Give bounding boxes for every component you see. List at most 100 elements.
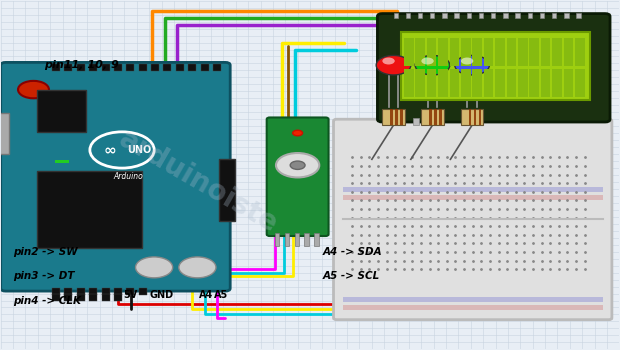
Bar [343, 305, 603, 310]
Bar [518, 69, 528, 97]
Bar [114, 288, 122, 295]
Bar [529, 69, 539, 97]
Bar [415, 38, 425, 66]
Bar [37, 172, 142, 248]
Bar [415, 69, 425, 97]
Bar [427, 38, 436, 66]
Text: pin4 -> CLK: pin4 -> CLK [13, 295, 81, 306]
Bar [564, 38, 574, 66]
Bar [427, 69, 436, 97]
Bar [77, 64, 85, 71]
Text: A4 -> SDA: A4 -> SDA [322, 247, 382, 257]
Bar [64, 64, 73, 71]
Text: pin11, 10, 9: pin11, 10, 9 [44, 60, 119, 70]
Circle shape [136, 257, 172, 278]
Bar [529, 38, 539, 66]
Bar [435, 110, 437, 125]
Bar [102, 64, 110, 71]
Bar [495, 69, 505, 97]
FancyBboxPatch shape [1, 62, 230, 291]
Bar [404, 69, 414, 97]
Bar [450, 69, 459, 97]
Bar [391, 110, 393, 125]
Bar [275, 233, 279, 246]
Bar [55, 160, 69, 163]
Bar [398, 118, 404, 125]
Text: arduinoiste: arduinoiste [114, 125, 283, 239]
Bar [102, 294, 110, 301]
Bar [188, 64, 196, 71]
Bar [139, 288, 147, 295]
Circle shape [454, 55, 489, 75]
Bar [405, 13, 410, 19]
Circle shape [422, 57, 434, 64]
Bar [577, 13, 581, 19]
Circle shape [276, 153, 319, 177]
Bar [495, 38, 505, 66]
Bar [438, 38, 448, 66]
Bar [314, 233, 319, 246]
Bar [461, 38, 471, 66]
Text: UNO: UNO [127, 145, 151, 155]
Circle shape [383, 57, 395, 64]
Bar [285, 233, 289, 246]
Bar [396, 110, 398, 125]
Bar [515, 13, 520, 19]
Bar [114, 64, 122, 71]
Bar [454, 13, 459, 19]
Bar [37, 90, 86, 132]
Bar [52, 288, 60, 295]
Bar [552, 38, 562, 66]
Bar [461, 69, 471, 97]
Bar [541, 38, 551, 66]
Bar [52, 64, 60, 71]
Bar [304, 233, 309, 246]
Bar [472, 38, 482, 66]
Bar [564, 69, 574, 97]
Bar [394, 13, 398, 19]
Bar [518, 38, 528, 66]
Bar [0, 113, 9, 154]
Bar [343, 187, 603, 192]
Bar [438, 69, 448, 97]
Bar [55, 173, 69, 177]
Bar [469, 110, 471, 125]
Circle shape [461, 57, 473, 64]
Bar [564, 13, 569, 19]
Circle shape [18, 81, 49, 98]
Bar [114, 294, 122, 301]
Bar [404, 38, 414, 66]
Bar [126, 64, 135, 71]
Bar [418, 13, 422, 19]
Bar [575, 69, 585, 97]
Bar [461, 110, 483, 125]
Bar [64, 288, 73, 295]
Bar [343, 297, 603, 302]
Bar [383, 110, 405, 125]
Bar [540, 13, 544, 19]
Circle shape [290, 161, 305, 169]
Bar [77, 294, 85, 301]
Bar [479, 110, 481, 125]
FancyBboxPatch shape [334, 119, 612, 320]
Bar [294, 233, 299, 246]
Bar [552, 13, 556, 19]
Bar [64, 294, 73, 301]
Bar [89, 64, 97, 71]
Circle shape [415, 55, 450, 75]
Bar [89, 294, 97, 301]
Bar [450, 38, 459, 66]
Text: pin2 -> SW: pin2 -> SW [13, 247, 78, 257]
Bar [164, 64, 172, 71]
Bar [213, 64, 221, 71]
Bar [467, 13, 471, 19]
Bar [442, 13, 446, 19]
Bar [507, 38, 516, 66]
Bar [503, 13, 508, 19]
Text: Arduino: Arduino [113, 172, 143, 181]
Bar [89, 288, 97, 295]
Bar [175, 64, 184, 71]
FancyBboxPatch shape [378, 14, 610, 122]
Bar [484, 38, 494, 66]
Bar [484, 69, 494, 97]
